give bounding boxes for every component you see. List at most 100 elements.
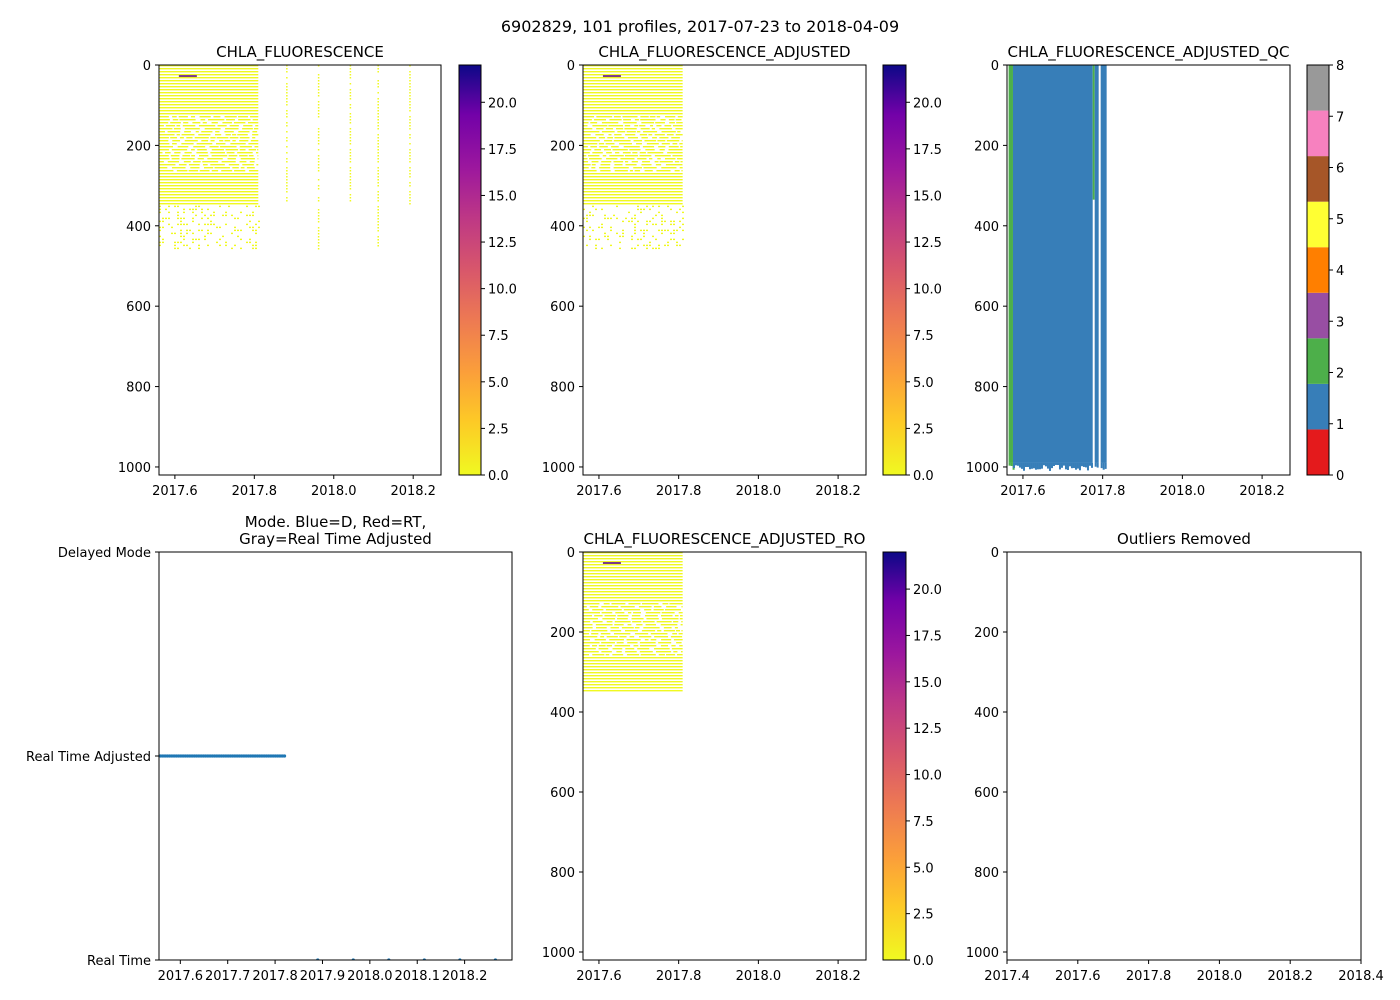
data-point bbox=[634, 214, 636, 217]
data-point bbox=[595, 247, 597, 250]
data-segment bbox=[602, 618, 616, 620]
x-tick-label: 2017.8 bbox=[1080, 484, 1126, 499]
data-point bbox=[210, 220, 212, 223]
qc-band-fringe bbox=[1048, 462, 1051, 471]
data-segment bbox=[583, 615, 592, 617]
data-point bbox=[607, 217, 609, 220]
colorbar-tick-label: 0 bbox=[1336, 469, 1344, 484]
data-segment bbox=[591, 633, 599, 635]
data-segment bbox=[661, 612, 675, 614]
data-segment bbox=[200, 119, 206, 121]
colorbar-tick-label: 5.0 bbox=[913, 861, 934, 876]
panel-p4: 2017.6 2017.7 2017.8 2017.9 2018.0 2018.1 2018… bbox=[26, 513, 513, 984]
data-segment bbox=[583, 612, 600, 614]
data-profile-point bbox=[349, 122, 352, 124]
data-segment bbox=[583, 606, 587, 608]
data-segment bbox=[246, 167, 255, 169]
data-segment bbox=[676, 122, 683, 124]
colorbar-frame bbox=[882, 64, 907, 476]
data-row bbox=[583, 173, 683, 175]
data-point bbox=[225, 211, 227, 214]
data-segment bbox=[614, 624, 624, 626]
data-segment bbox=[198, 125, 216, 127]
data-segment bbox=[661, 131, 676, 133]
data-point bbox=[171, 226, 173, 229]
data-segment bbox=[188, 170, 199, 172]
data-point bbox=[195, 238, 197, 241]
data-segment bbox=[613, 161, 624, 163]
data-segment bbox=[613, 633, 631, 635]
data-segment bbox=[626, 639, 641, 641]
data-profile-point bbox=[286, 185, 288, 187]
qc-band-fringe bbox=[1024, 462, 1027, 467]
data-segment bbox=[600, 633, 611, 635]
data-point bbox=[201, 208, 203, 211]
data-segment bbox=[677, 158, 683, 160]
data-point bbox=[679, 244, 681, 247]
data-point bbox=[667, 241, 669, 244]
data-segment bbox=[211, 149, 224, 151]
data-point bbox=[237, 235, 239, 238]
data-segment bbox=[649, 116, 656, 118]
data-profile-point bbox=[409, 170, 411, 172]
data-profile-point bbox=[409, 92, 411, 94]
data-point bbox=[637, 220, 639, 223]
data-point bbox=[658, 247, 660, 250]
data-point bbox=[661, 220, 663, 223]
data-row bbox=[583, 558, 683, 560]
data-profile-point bbox=[317, 155, 320, 157]
data-profile-point bbox=[377, 230, 379, 232]
data-profile-point bbox=[409, 125, 411, 127]
data-row bbox=[159, 194, 259, 196]
data-segment bbox=[679, 143, 683, 145]
data-segment bbox=[636, 624, 643, 626]
data-segment bbox=[239, 149, 246, 151]
colorbar-tick-label: 7.5 bbox=[913, 815, 934, 830]
data-row bbox=[159, 98, 259, 100]
data-segment bbox=[645, 149, 655, 151]
data-profile-point bbox=[409, 173, 411, 175]
data-point bbox=[658, 211, 660, 214]
data-point bbox=[246, 214, 248, 217]
data-segment bbox=[657, 140, 666, 142]
data-profile-point bbox=[409, 167, 411, 169]
data-segment bbox=[600, 164, 611, 166]
colorbar: 0.0 2.5 5.0 7.5 10.0 12.5 15.0 17.5 20.0 bbox=[458, 64, 517, 484]
data-segment bbox=[604, 149, 611, 151]
data-segment bbox=[197, 149, 207, 151]
data-profile-point bbox=[286, 158, 288, 160]
data-point bbox=[201, 229, 203, 232]
data-segment bbox=[159, 152, 163, 154]
data-profile-point bbox=[349, 113, 352, 115]
data-segment bbox=[614, 164, 623, 166]
data-segment bbox=[601, 651, 612, 653]
data-segment bbox=[172, 119, 179, 121]
data-segment bbox=[681, 606, 683, 608]
data-segment bbox=[680, 615, 683, 617]
y-tick-label: 600 bbox=[974, 786, 999, 801]
qc-band-fringe bbox=[1046, 462, 1049, 469]
qc-band-fringe bbox=[1026, 462, 1029, 467]
data-segment bbox=[237, 152, 253, 154]
x-tick-label: 2017.6 bbox=[576, 484, 622, 499]
data-segment bbox=[641, 137, 648, 139]
data-segment bbox=[252, 137, 256, 139]
data-segment bbox=[594, 615, 603, 617]
data-segment bbox=[222, 122, 233, 124]
data-point bbox=[183, 223, 185, 226]
data-profile-point bbox=[286, 65, 288, 67]
data-profile-point bbox=[317, 89, 320, 91]
data-profile-point bbox=[286, 113, 288, 115]
data-point bbox=[661, 229, 663, 232]
data-segment bbox=[659, 161, 673, 163]
data-segment bbox=[640, 645, 657, 647]
data-point bbox=[183, 208, 185, 211]
data-profile-point bbox=[317, 116, 320, 118]
x-tick-label: 2018.4 bbox=[1338, 969, 1384, 984]
data-point bbox=[658, 229, 660, 232]
data-segment bbox=[666, 134, 674, 136]
data-point bbox=[586, 244, 588, 247]
data-segment bbox=[681, 621, 683, 623]
data-point bbox=[159, 241, 161, 244]
panel-title: CHLA_FLUORESCENCE_ADJUSTED_QC bbox=[1008, 43, 1290, 62]
